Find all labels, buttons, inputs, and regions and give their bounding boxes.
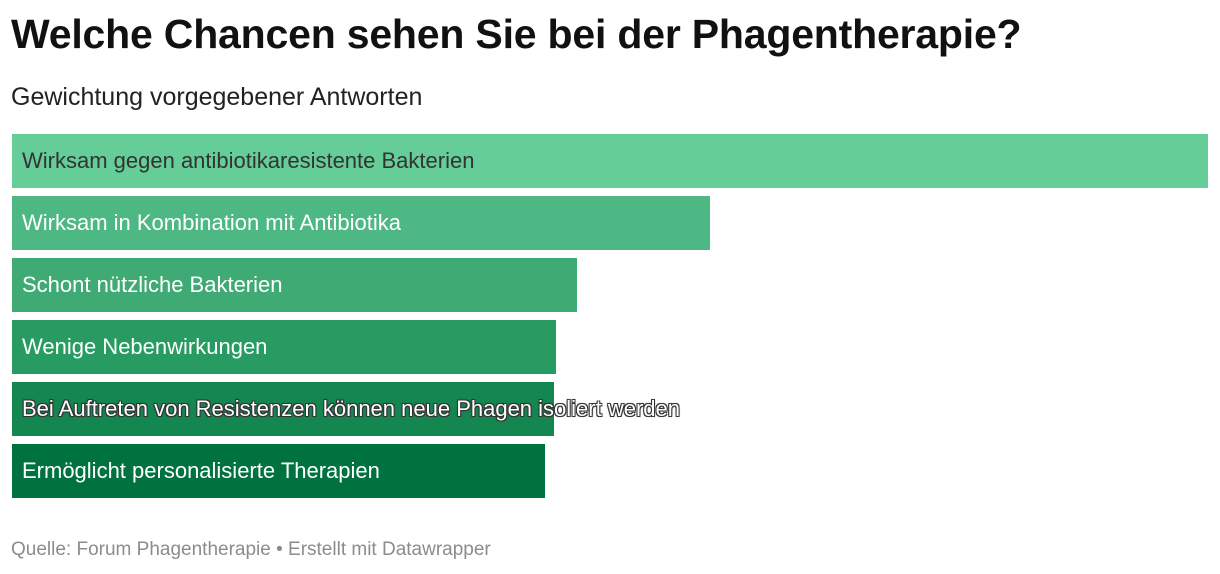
bar-label: Ermöglicht personalisierte Therapien (22, 458, 380, 483)
bar-row: Bei Auftreten von Resistenzen können neu… (12, 382, 1208, 436)
bar-row: Wirksam gegen antibiotikaresistente Bakt… (12, 134, 1208, 188)
bar-row: Schont nützliche Bakterien (12, 258, 1208, 312)
bar (12, 134, 1208, 188)
bar-row: Wirksam in Kombination mit Antibiotika (12, 196, 1208, 250)
chart-subtitle: Gewichtung vorgegebener Antworten (11, 83, 423, 111)
chart-footer: Quelle: Forum Phagentherapie • Erstellt … (11, 539, 491, 560)
bar-label: Wirksam in Kombination mit Antibiotika (22, 210, 402, 235)
bar (12, 320, 556, 374)
bar-chart: Wirksam gegen antibiotikaresistente Bakt… (12, 134, 1208, 500)
bar-row: Wenige Nebenwirkungen (12, 320, 1208, 374)
chart-title: Welche Chancen sehen Sie bei der Phagent… (11, 11, 1022, 57)
bar (12, 258, 577, 312)
bar-label: Wirksam gegen antibiotikaresistente Bakt… (22, 148, 475, 173)
bar-label: Bei Auftreten von Resistenzen können neu… (22, 396, 680, 421)
bar-label: Schont nützliche Bakterien (22, 272, 283, 297)
bar-label: Wenige Nebenwirkungen (22, 334, 268, 359)
bar (12, 382, 554, 436)
bar (12, 196, 710, 250)
bar (12, 444, 545, 498)
bar-row: Ermöglicht personalisierte Therapien (12, 444, 1208, 498)
